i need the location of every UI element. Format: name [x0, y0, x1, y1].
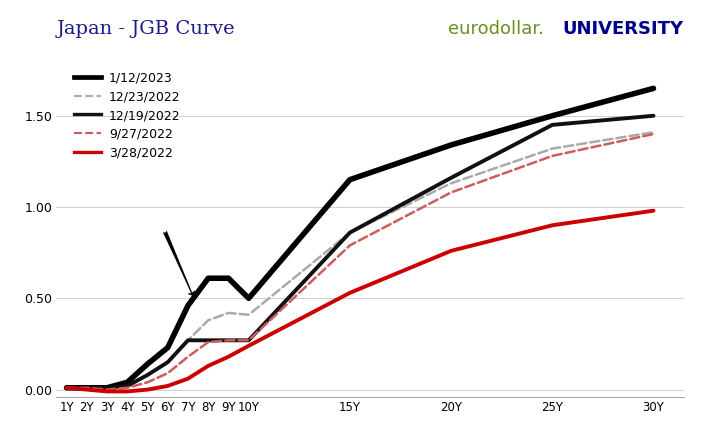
9/27/2022 [548, 153, 556, 159]
1/12/2023 [345, 177, 354, 182]
9/27/2022 [62, 385, 70, 390]
1/12/2023 [164, 345, 172, 350]
Text: UNIVERSITY: UNIVERSITY [563, 20, 684, 38]
12/19/2022 [245, 338, 253, 343]
12/19/2022 [548, 122, 556, 127]
12/19/2022 [345, 230, 354, 235]
12/19/2022 [224, 338, 233, 343]
Line: 3/28/2022: 3/28/2022 [66, 211, 654, 392]
1/12/2023 [548, 113, 556, 118]
Line: 12/19/2022: 12/19/2022 [66, 116, 654, 388]
12/19/2022 [447, 175, 455, 180]
Text: Japan - JGB Curve: Japan - JGB Curve [56, 20, 235, 38]
12/19/2022 [164, 359, 172, 365]
12/23/2022 [204, 318, 212, 323]
9/27/2022 [123, 385, 131, 390]
3/28/2022 [184, 376, 192, 381]
9/27/2022 [649, 131, 658, 137]
12/23/2022 [345, 230, 354, 235]
12/19/2022 [62, 385, 70, 390]
Line: 12/23/2022: 12/23/2022 [66, 132, 654, 388]
3/28/2022 [62, 385, 70, 390]
9/27/2022 [447, 190, 455, 195]
1/12/2023 [447, 142, 455, 148]
9/27/2022 [345, 243, 354, 248]
9/27/2022 [204, 340, 212, 345]
1/12/2023 [143, 361, 152, 366]
12/23/2022 [62, 385, 70, 390]
1/12/2023 [103, 385, 111, 390]
12/23/2022 [649, 130, 658, 135]
9/27/2022 [143, 380, 152, 385]
1/12/2023 [123, 380, 131, 385]
3/28/2022 [548, 223, 556, 228]
1/12/2023 [245, 295, 253, 301]
12/19/2022 [649, 113, 658, 118]
1/12/2023 [82, 385, 91, 390]
3/28/2022 [103, 389, 111, 394]
9/27/2022 [224, 338, 233, 343]
12/19/2022 [103, 385, 111, 390]
12/23/2022 [103, 385, 111, 390]
3/28/2022 [143, 387, 152, 392]
Text: eurodollar.: eurodollar. [448, 20, 544, 38]
1/12/2023 [224, 276, 233, 281]
12/19/2022 [143, 372, 152, 377]
12/23/2022 [245, 312, 253, 318]
12/23/2022 [143, 372, 152, 377]
3/28/2022 [204, 363, 212, 369]
12/19/2022 [184, 338, 192, 343]
12/23/2022 [184, 338, 192, 343]
9/27/2022 [184, 354, 192, 359]
12/23/2022 [164, 359, 172, 365]
12/23/2022 [447, 181, 455, 186]
1/12/2023 [62, 385, 70, 390]
12/19/2022 [123, 383, 131, 389]
1/12/2023 [649, 86, 658, 91]
3/28/2022 [345, 290, 354, 295]
9/27/2022 [245, 338, 253, 343]
12/23/2022 [548, 146, 556, 151]
Line: 9/27/2022: 9/27/2022 [66, 134, 654, 389]
3/28/2022 [224, 354, 233, 359]
3/28/2022 [245, 343, 253, 348]
3/28/2022 [447, 248, 455, 254]
12/23/2022 [82, 385, 91, 390]
12/19/2022 [204, 338, 212, 343]
3/28/2022 [123, 389, 131, 394]
9/27/2022 [103, 387, 111, 392]
Line: 1/12/2023: 1/12/2023 [66, 88, 654, 388]
1/12/2023 [184, 303, 192, 308]
9/27/2022 [164, 370, 172, 376]
3/28/2022 [164, 383, 172, 389]
9/27/2022 [82, 385, 91, 390]
3/28/2022 [649, 208, 658, 213]
12/19/2022 [82, 385, 91, 390]
12/23/2022 [123, 383, 131, 389]
Legend: 1/12/2023, 12/23/2022, 12/19/2022, 9/27/2022, 3/28/2022: 1/12/2023, 12/23/2022, 12/19/2022, 9/27/… [69, 67, 185, 164]
1/12/2023 [204, 276, 212, 281]
12/23/2022 [224, 310, 233, 316]
3/28/2022 [82, 387, 91, 392]
